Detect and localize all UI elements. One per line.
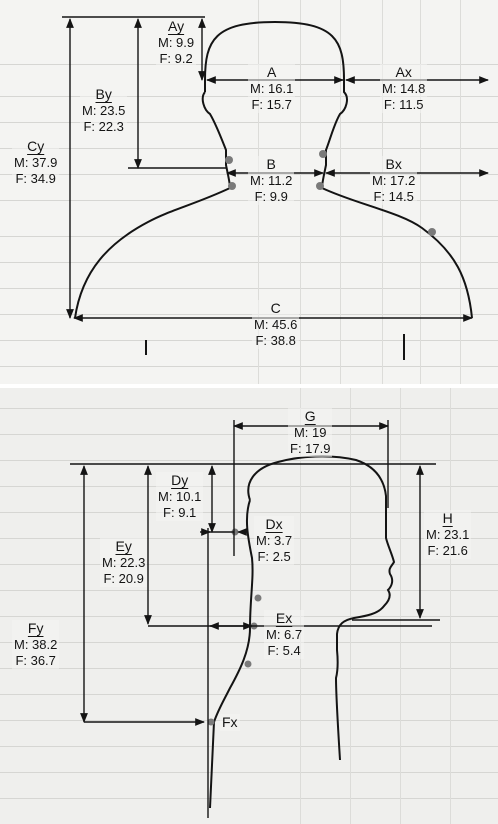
measurement-ey: Ey M: 22.3 F: 20.9 [100,538,148,587]
male-value: M: 19 [293,425,327,440]
female-value: F: 22.3 [83,119,124,134]
male-value: M: 10.1 [158,489,202,504]
side-view-panel: G M: 19 F: 17.9 Dy M: 10.1 F: 9.1 Dx M: … [0,388,498,824]
male-value: M: 14.8 [382,81,426,96]
female-value: F: 38.8 [255,333,296,348]
female-value: F: 9.1 [163,505,197,520]
measurement-c: C M: 45.6 F: 38.8 [252,300,300,349]
female-value: F: 21.6 [427,543,468,558]
female-value: F: 36.7 [15,653,56,668]
male-value: M: 22.3 [102,555,146,570]
measurement-name: Ex [275,610,293,626]
male-value: M: 17.2 [372,173,416,188]
measurement-name: B [266,156,276,172]
landmark-dot [319,150,327,158]
measurement-name: H [442,510,453,526]
male-value: M: 37.9 [14,155,58,170]
measurement-name: Ay [168,18,185,34]
male-value: M: 6.7 [266,627,303,642]
measurement-name: By [95,86,112,102]
male-value: M: 9.9 [158,35,195,50]
measurement-dy: Dy M: 10.1 F: 9.1 [156,472,204,521]
measurement-by: By M: 23.5 F: 22.3 [80,86,128,135]
measurement-bx: Bx M: 17.2 F: 14.5 [370,156,418,205]
landmark-dot [428,228,436,236]
measurement-name: Ey [115,538,132,554]
measurement-name: A [267,64,277,80]
landmark-dot [244,660,252,668]
male-value: M: 3.7 [256,533,293,548]
measurement-a: A M: 16.1 F: 15.7 [248,64,296,113]
landmark-dot [254,594,262,602]
female-value: F: 14.5 [373,189,414,204]
female-value: F: 9.9 [254,189,288,204]
male-value: M: 11.2 [250,173,293,188]
landmark-dot [225,156,233,164]
measurement-name: Dx [265,516,283,532]
measurement-fx: Fx [220,714,240,731]
landmark-dot [231,528,239,536]
landmark-dot [316,182,324,190]
measurement-h: H M: 23.1 F: 21.6 [424,510,472,559]
measurement-name: Fx [222,714,238,730]
measurement-ay: Ay M: 9.9 F: 9.2 [156,18,197,67]
measurement-g: G M: 19 F: 17.9 [288,408,333,457]
measurement-ax: Ax M: 14.8 F: 11.5 [380,64,428,113]
female-value: F: 5.4 [267,643,301,658]
female-value: F: 17.9 [290,441,331,456]
measurement-name: Fy [27,620,44,636]
side-view-drawing [70,420,440,818]
female-value: F: 34.9 [15,171,56,186]
male-value: M: 45.6 [254,317,298,332]
landmark-dot [207,718,215,726]
female-value: F: 20.9 [103,571,144,586]
measurement-name: Ax [395,64,412,80]
measurement-b: B M: 11.2 F: 9.9 [248,156,295,205]
panel-separator [0,384,498,388]
male-value: M: 23.1 [426,527,470,542]
measurement-name: Cy [27,138,45,154]
front-view-panel: Ay M: 9.9 F: 9.2 By M: 23.5 F: 22.3 Cy M… [0,0,498,384]
male-value: M: 16.1 [250,81,294,96]
female-value: F: 9.2 [159,51,193,66]
male-value: M: 23.5 [82,103,126,118]
measurement-name: Dy [171,472,189,488]
measurement-cy: Cy M: 37.9 F: 34.9 [12,138,60,187]
measurement-name: C [270,300,281,316]
measurement-name: Bx [385,156,402,172]
female-value: F: 11.5 [383,97,424,112]
measurement-ex: Ex M: 6.7 F: 5.4 [264,610,305,659]
male-value: M: 38.2 [14,637,58,652]
measurement-fy: Fy M: 38.2 F: 36.7 [12,620,60,669]
measurement-name: G [304,408,316,424]
landmark-dot [228,182,236,190]
measurement-dx: Dx M: 3.7 F: 2.5 [254,516,295,565]
female-value: F: 2.5 [257,549,291,564]
female-value: F: 15.7 [251,97,292,112]
